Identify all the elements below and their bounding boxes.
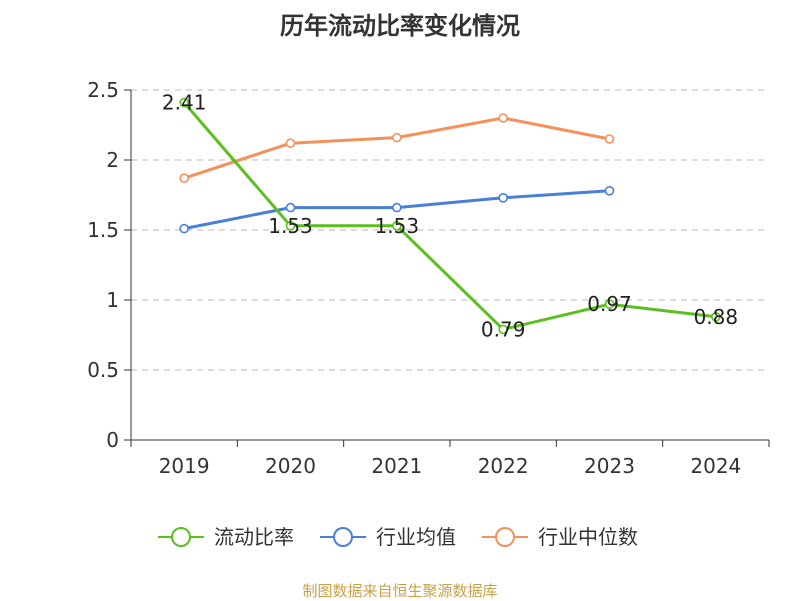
legend-marker [333,527,353,547]
legend-item-行业均值[interactable]: 行业均值 [320,525,456,549]
x-tick-label-2022: 2022 [478,454,529,478]
chart-title: 历年流动比率变化情况 [280,12,520,40]
y-tick-label: 2.5 [87,78,119,102]
data-label-2020: 1.53 [268,214,313,238]
y-tick-label: 0.5 [87,358,119,382]
series-layer [179,97,721,335]
gridlines [131,89,769,371]
source-note: 制图数据来自恒生聚源数据库 [302,582,498,600]
data-point-行业均值-2022[interactable] [498,193,508,203]
data-point-行业均值-2023[interactable] [604,186,615,196]
legend-marker [495,527,515,547]
legend-item-流动比率[interactable]: 流动比率 [158,525,294,549]
data-label-2021: 1.53 [375,214,420,238]
axes: 0 0.5 1 1.5 2 2.5 2019 2020 2021 2022 2023 2024 [87,78,770,478]
y-tick-label: 0 [106,428,119,452]
y-tick-label: 2 [106,148,119,172]
data-point-流动比率-2023[interactable] [604,299,615,310]
legend-label: 行业均值 [376,525,456,549]
data-label-2019: 2.41 [162,91,207,115]
series-line-流动比率[interactable] [183,101,717,331]
data-label-2023: 0.97 [587,292,632,316]
legend[interactable]: 流动比率 行业均值 行业中位数 [158,525,638,549]
x-tick-label-2024: 2024 [690,454,741,478]
x-tick-label-2021: 2021 [371,454,422,478]
data-labels: 2.41 1.53 1.53 0.79 0.97 0.88 [162,91,738,342]
y-tick-label: 1.5 [87,218,119,242]
data-label-2024: 0.88 [694,305,739,329]
data-point-流动比率-2024[interactable] [711,311,721,322]
series-line-行业中位数[interactable] [183,116,610,180]
data-point-流动比率-2022[interactable] [498,324,508,335]
x-tick-label-2019: 2019 [159,454,210,478]
x-tick-label-2020: 2020 [265,454,316,478]
data-point-流动比率-2019[interactable] [179,97,189,108]
data-label-2022: 0.79 [481,317,526,341]
data-point-行业中位数-2022[interactable] [498,113,508,123]
data-point-行业中位数-2019[interactable] [179,173,189,183]
data-point-行业均值-2021[interactable] [392,202,402,213]
data-point-行业中位数-2023[interactable] [604,134,615,144]
data-point-流动比率-2020[interactable] [285,221,296,231]
legend-marker [171,527,191,547]
legend-item-行业中位数[interactable]: 行业中位数 [482,525,638,549]
x-tick-label-2023: 2023 [584,454,635,478]
data-point-流动比率-2021[interactable] [392,221,402,231]
data-point-行业中位数-2021[interactable] [392,132,402,143]
data-point-行业均值-2019[interactable] [179,223,189,234]
legend-label: 行业中位数 [538,525,638,549]
data-point-行业均值-2020[interactable] [285,202,296,213]
data-point-行业中位数-2020[interactable] [285,138,296,148]
legend-label: 流动比率 [214,525,294,549]
y-tick-label: 1 [106,288,119,312]
